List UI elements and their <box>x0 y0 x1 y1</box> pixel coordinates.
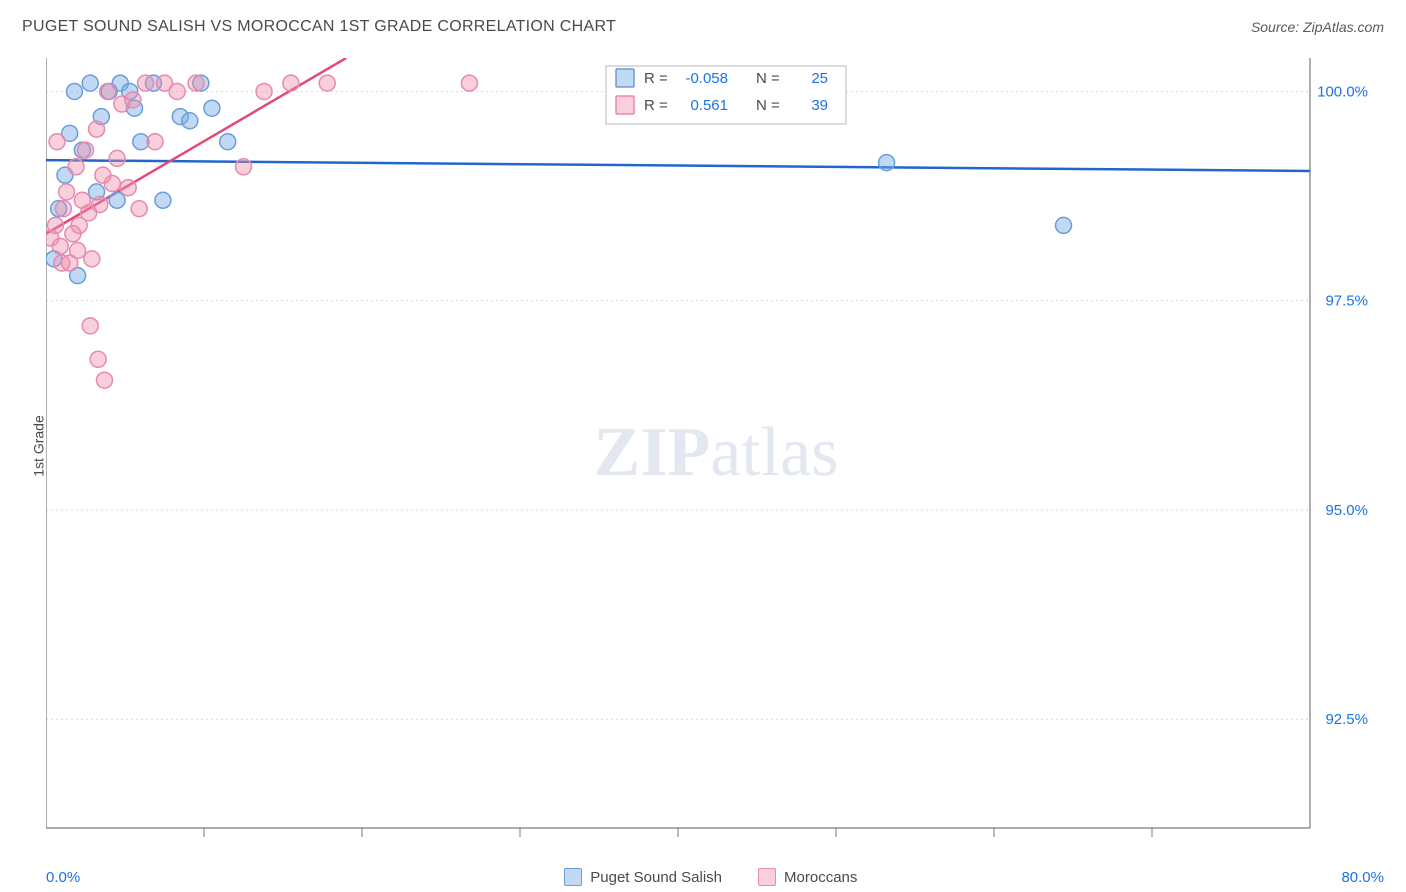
legend-item-1: Moroccans <box>758 868 857 886</box>
legend-swatch-0 <box>564 868 582 886</box>
svg-text:N =: N = <box>756 97 780 114</box>
svg-text:N =: N = <box>756 70 780 87</box>
legend-bottom: Puget Sound Salish Moroccans <box>564 868 857 886</box>
legend-label-0: Puget Sound Salish <box>590 869 722 886</box>
svg-text:95.0%: 95.0% <box>1325 502 1368 519</box>
x-axis-max-label: 80.0% <box>1341 869 1384 886</box>
svg-text:39: 39 <box>811 97 828 114</box>
y-axis-label: 1st Grade <box>31 415 47 476</box>
svg-text:97.5%: 97.5% <box>1325 293 1368 310</box>
legend-item-0: Puget Sound Salish <box>564 868 722 886</box>
svg-text:25: 25 <box>811 70 828 87</box>
svg-text:100.0%: 100.0% <box>1317 83 1368 100</box>
x-axis-min-label: 0.0% <box>46 869 80 886</box>
svg-text:R =: R = <box>644 97 668 114</box>
scatter-chart: 92.5% 95.0% 97.5% 100.0% R = -0.058 N = 25 R = 0.… <box>46 58 1386 848</box>
svg-text:92.5%: 92.5% <box>1325 711 1368 728</box>
svg-text:0.561: 0.561 <box>690 97 728 114</box>
legend-label-1: Moroccans <box>784 869 857 886</box>
svg-text:-0.058: -0.058 <box>685 70 728 87</box>
source-label: Source: ZipAtlas.com <box>1251 19 1384 35</box>
svg-text:R =: R = <box>644 70 668 87</box>
legend-swatch-1 <box>758 868 776 886</box>
chart-title: PUGET SOUND SALISH VS MOROCCAN 1ST GRADE… <box>22 18 616 36</box>
